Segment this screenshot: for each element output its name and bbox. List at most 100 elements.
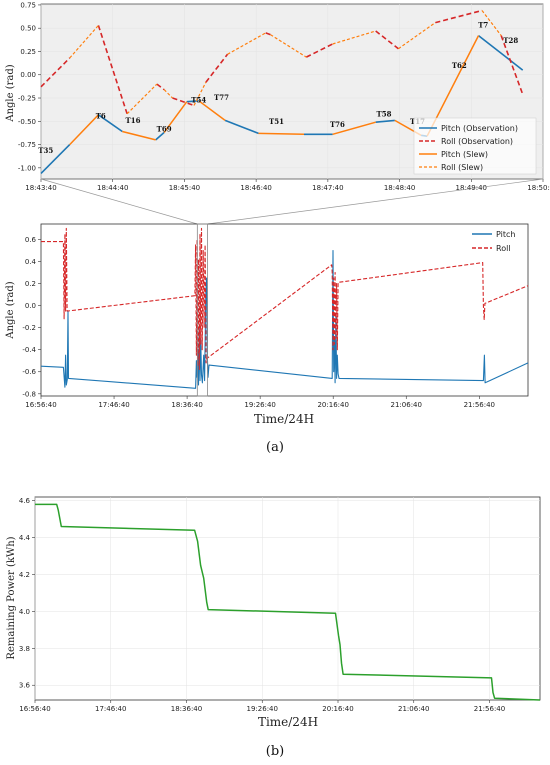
task-annotation: T7: [478, 20, 488, 29]
task-annotation: T76: [330, 120, 345, 129]
middle-x-ticks: 16:56:40 17:46:40 18:36:40 19:26:40 20:16:40…: [25, 396, 495, 409]
x-tick-label: 18:36:40: [171, 401, 202, 409]
x-tick-label: 19:26:40: [244, 401, 275, 409]
task-annotation: T51: [269, 117, 284, 126]
task-annotation: T16: [126, 116, 141, 125]
y-tick-label: 0.00: [20, 71, 36, 79]
task-annotation: T77: [214, 93, 229, 102]
task-annotation: T69: [157, 125, 172, 134]
series-segment-roll-observation: [265, 32, 271, 36]
y-tick-label: -0.4: [22, 346, 36, 354]
x-tick-label: 17:46:40: [95, 705, 126, 713]
series-segment-pitch-slew: [69, 114, 99, 146]
y-tick-label: -0.6: [22, 368, 36, 376]
y-tick-label: -1.00: [18, 164, 36, 172]
series-segment-pitch-slew: [198, 100, 226, 122]
x-tick-label: 18:45:40: [169, 184, 200, 192]
series-segment-roll-slew: [69, 25, 99, 59]
series-line-pitch: [40, 249, 529, 389]
top-series-group: [40, 9, 524, 174]
y-tick-label: 0.6: [25, 236, 37, 244]
series-segment-roll-observation: [375, 30, 399, 50]
bottom-x-ticks: 16:56:40 17:46:40 18:36:40 19:26:40 20:16:40…: [19, 700, 505, 713]
y-tick-label: -0.75: [18, 141, 36, 149]
task-annotation: T58: [377, 110, 392, 119]
series-segment-pitch-observation: [478, 34, 524, 71]
top-legend: Pitch (Observation) Roll (Observation) P…: [413, 117, 537, 175]
series-segment-roll-slew: [126, 83, 158, 115]
y-tick-label: 3.6: [19, 682, 31, 690]
series-segment-pitch-observation: [224, 119, 259, 135]
x-tick-label: 19:26:40: [247, 705, 278, 713]
x-tick-label: 16:56:40: [19, 705, 50, 713]
series-segment-roll-slew: [481, 10, 502, 36]
y-tick-label: 0.75: [20, 1, 36, 9]
y-tick-label: 0.4: [25, 258, 37, 266]
top-x-ticks: 18:43:40 18:44:40 18:45:40 18:46:40 18:47:40…: [25, 179, 550, 192]
series-segment-roll-observation: [40, 57, 71, 88]
x-tick-label: 20:16:40: [317, 401, 348, 409]
task-annotation: T54: [191, 96, 206, 105]
series-line-remaining-power: [35, 503, 541, 701]
middle-y-axis-label: Angle (rad): [5, 281, 16, 339]
y-tick-label: 0.0: [25, 302, 36, 310]
series-segment-roll-observation: [156, 83, 165, 91]
x-tick-label: 21:56:40: [464, 401, 495, 409]
series-segment-pitch-slew: [332, 121, 376, 136]
x-tick-label: 17:46:40: [98, 401, 129, 409]
series-segment-roll-slew: [193, 81, 207, 106]
x-tick-label: 16:56:40: [25, 401, 56, 409]
middle-legend: Pitch Roll: [472, 230, 515, 253]
legend-label-pitch-obs: Pitch (Observation): [441, 124, 518, 133]
series-segment-pitch-slew: [258, 132, 305, 136]
bottom-y-ticks: 3.6 3.8 4.0 4.2 4.4 4.6: [19, 497, 35, 690]
x-tick-label: 18:43:40: [25, 184, 56, 192]
top-chart: T35T6T16T69T54T77T51T76T58T17T62T7T28 -1…: [5, 1, 550, 192]
x-tick-label: 18:49:40: [456, 184, 487, 192]
series-segment-pitch-observation: [155, 131, 165, 141]
y-tick-label: 3.8: [19, 645, 30, 653]
y-tick-label: 0.50: [20, 25, 36, 33]
series-segment-roll-slew: [163, 89, 173, 99]
x-tick-label: 18:36:40: [171, 705, 202, 713]
y-tick-label: -0.8: [22, 390, 36, 398]
x-tick-label: 21:06:40: [398, 705, 429, 713]
x-tick-label: 21:56:40: [474, 705, 505, 713]
middle-plot-area: [40, 223, 529, 397]
y-tick-label: 4.6: [19, 497, 31, 505]
legend-label-roll-obs: Roll (Observation): [441, 137, 513, 146]
legend-label-pitch: Pitch: [496, 230, 515, 239]
zoom-connector-left: [40, 178, 198, 225]
y-tick-label: 4.4: [19, 534, 31, 542]
bottom-series-group: [35, 503, 541, 701]
series-segment-roll-observation: [172, 97, 195, 107]
y-tick-label: -0.2: [22, 324, 36, 332]
middle-x-axis-label: Time/24H: [254, 412, 314, 426]
task-annotation: T35: [38, 146, 53, 155]
x-tick-label: 20:16:40: [322, 705, 353, 713]
bottom-chart: 3.6 3.8 4.0 4.2 4.4 4.6 16:56:40 17:46:40 18:36…: [6, 496, 541, 729]
y-tick-label: 0.2: [25, 280, 36, 288]
series-segment-roll-slew: [270, 34, 307, 58]
task-annotation: T28: [503, 36, 518, 45]
series-line-roll: [41, 227, 529, 371]
y-tick-label: -0.25: [18, 95, 36, 103]
legend-label-pitch-slew: Pitch (Slew): [441, 150, 488, 159]
series-segment-roll-observation: [305, 43, 333, 58]
bottom-y-axis-label: Remaining Power (kWh): [6, 536, 17, 659]
y-tick-label: 0.25: [20, 48, 36, 56]
series-segment-roll-observation: [205, 53, 229, 83]
x-tick-label: 18:44:40: [97, 184, 128, 192]
x-tick-label: 18:48:40: [384, 184, 415, 192]
series-segment-pitch-slew: [122, 130, 156, 141]
bottom-x-axis-label: Time/24H: [258, 715, 318, 729]
middle-series-group: [40, 227, 529, 389]
series-segment-pitch-observation: [40, 144, 71, 174]
zoom-window-box: [196, 223, 208, 397]
zoom-connector-lines: [40, 178, 544, 225]
series-segment-roll-observation: [435, 9, 483, 24]
zoom-connector-right: [207, 178, 544, 225]
bottom-plot-area: [34, 496, 541, 701]
series-segment-pitch-slew: [163, 101, 188, 133]
